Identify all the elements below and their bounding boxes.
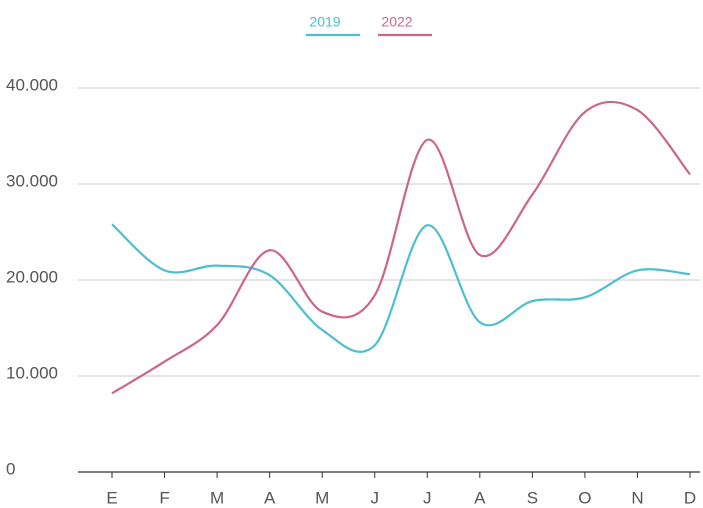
x-tick-label: E: [106, 488, 117, 507]
legend-label: 2019: [309, 14, 340, 30]
x-tick-label: J: [370, 488, 379, 507]
y-tick-label: 30.000: [6, 171, 58, 190]
series-line: [111, 223, 691, 353]
x-tick-label: D: [684, 488, 696, 507]
y-tick-label: 0: [6, 459, 15, 478]
x-tick-label: A: [264, 488, 276, 507]
y-tick-label: 10.000: [6, 363, 58, 382]
series-line: [111, 100, 691, 395]
x-tick-label: N: [631, 488, 643, 507]
x-tick-label: F: [159, 488, 169, 507]
x-tick-label: J: [423, 488, 432, 507]
x-tick-label: M: [315, 488, 329, 507]
legend-label: 2022: [381, 14, 412, 30]
x-tick-label: O: [578, 488, 591, 507]
x-tick-label: S: [527, 488, 538, 507]
x-tick-label: A: [474, 488, 486, 507]
y-tick-label: 20.000: [6, 267, 58, 286]
y-tick-label: 40.000: [6, 75, 58, 94]
x-tick-label: M: [210, 488, 224, 507]
legend: 2019 2022: [306, 14, 432, 37]
